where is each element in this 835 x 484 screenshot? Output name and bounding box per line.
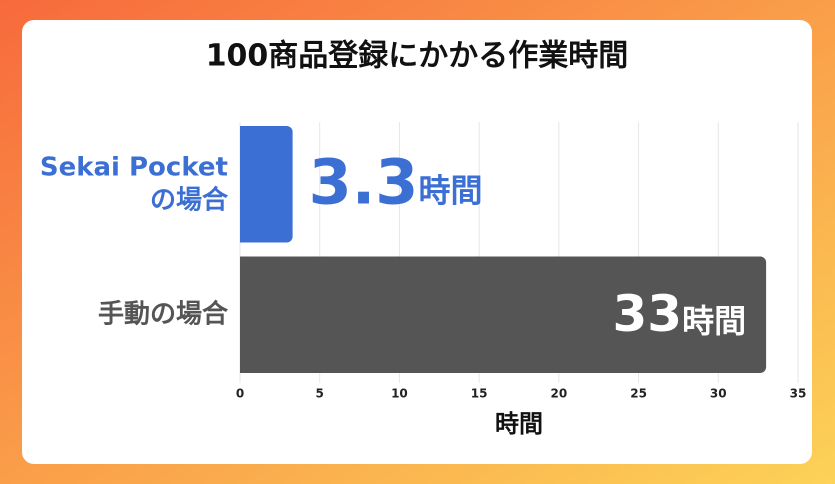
y-tick-label: の場合: [150, 184, 229, 215]
value-label: 33時間: [613, 284, 747, 342]
value-label: 3.3時間: [309, 145, 483, 218]
bar-base: [240, 256, 248, 373]
x-tick-label: 5: [316, 387, 324, 401]
bar: [240, 256, 767, 373]
bar-base: [240, 126, 248, 243]
y-tick-label: Sekai Pocket: [40, 152, 228, 182]
value-number: 3.3: [309, 145, 419, 218]
chart-title: 100商品登録にかかる作業時間: [206, 39, 629, 74]
x-tick-label: 25: [630, 387, 647, 401]
value-unit: 時間: [682, 302, 746, 340]
y-tick-label: 手動の場合: [98, 298, 229, 329]
x-tick-label: 0: [236, 387, 244, 401]
x-tick-label: 10: [391, 387, 408, 401]
x-tick-label: 30: [710, 387, 727, 401]
x-tick-label: 35: [790, 387, 807, 401]
x-tick-label: 15: [471, 387, 488, 401]
bar: [240, 126, 293, 243]
value-number: 33: [613, 284, 683, 342]
x-tick-label: 20: [551, 387, 568, 401]
card: [22, 20, 812, 464]
value-unit: 時間: [418, 171, 482, 209]
x-axis-label: 時間: [495, 410, 543, 438]
